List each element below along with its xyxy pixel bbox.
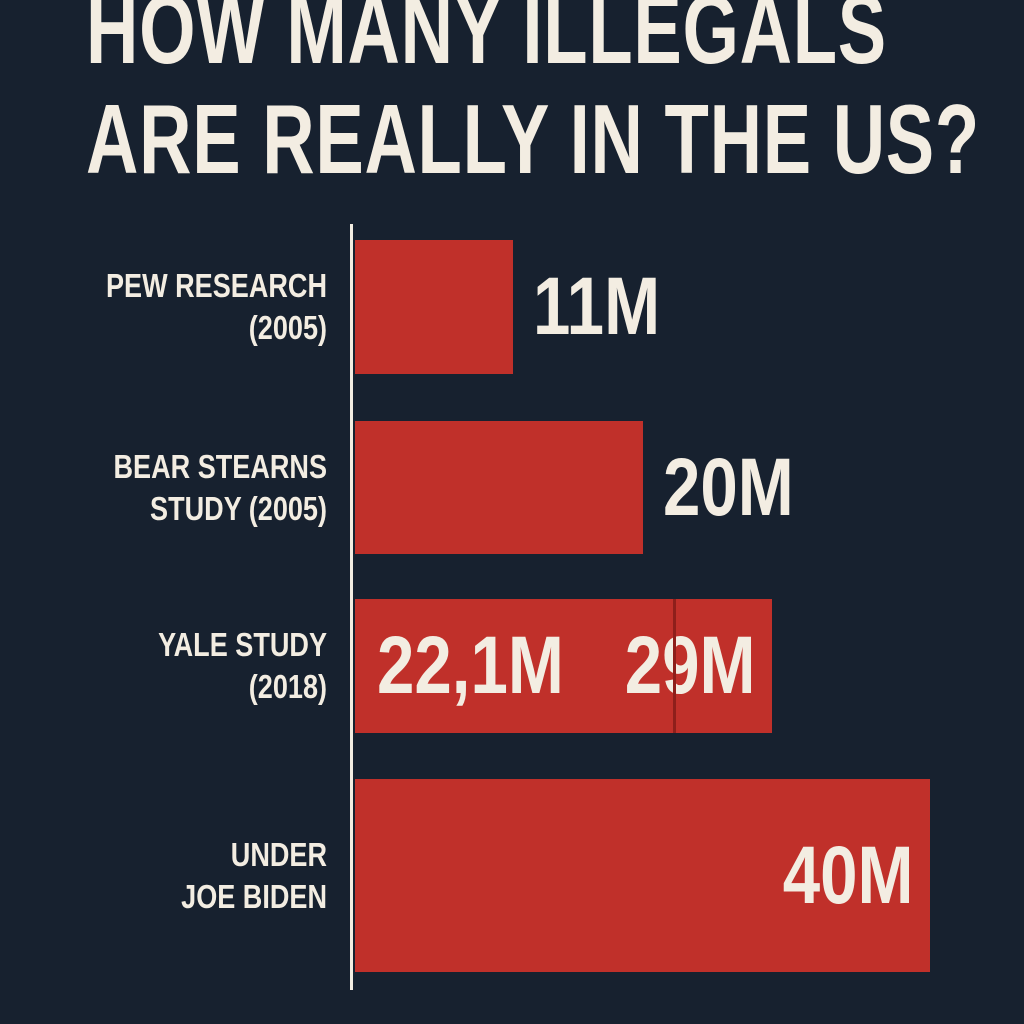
category-label: BEAR STEARNS STUDY (2005) [113,447,327,527]
bar [355,599,772,733]
category-label: UNDER JOE BIDEN [181,835,327,915]
bar [355,240,514,374]
value-label: 40M [783,830,914,921]
value-label: 11M [533,261,661,352]
value-label: 29M [625,620,756,711]
category-label: YALE STUDY (2018) [158,626,327,705]
range-low-marker [672,599,676,733]
bar [355,779,930,972]
axis-line [350,224,353,990]
value-label: 20M [662,442,794,533]
bar [355,421,643,554]
category-label: PEW RESEARCH (2005) [105,267,327,346]
chart-title: HOW MANY ILLEGALS ARE REALLY IN THE US? [86,0,980,194]
range-low-label: 22,1M [377,620,564,711]
